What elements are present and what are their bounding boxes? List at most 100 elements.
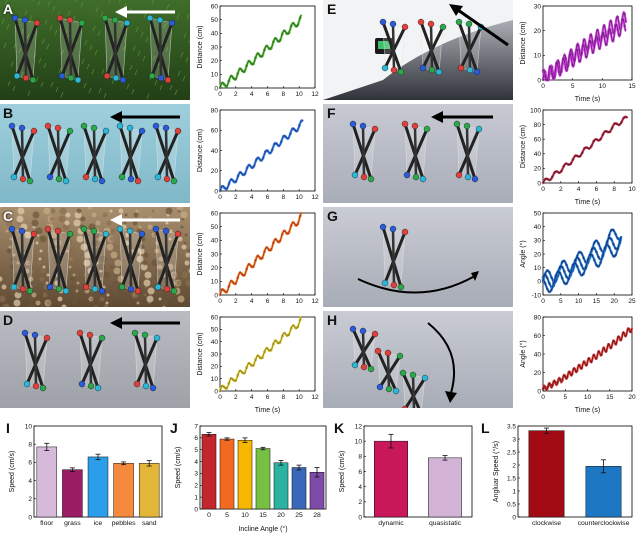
chart-e: 0 5 10 15 0 10 20 30 Distance (cm) Time (s) — [520, 3, 636, 103]
data-point — [587, 45, 590, 49]
data-point — [565, 263, 568, 267]
robot-2 — [44, 122, 74, 185]
photo-background — [323, 207, 513, 307]
data-point — [552, 281, 555, 285]
y-tick-label: 0 — [537, 77, 541, 84]
bar-28 — [309, 471, 325, 510]
data-point — [575, 44, 579, 47]
x-tick-label: clockwise — [532, 520, 561, 527]
y-tick-label: 4 — [194, 459, 198, 466]
data-point — [269, 248, 273, 251]
data-point — [578, 363, 581, 367]
data-point — [585, 363, 588, 367]
data-point — [597, 242, 600, 245]
data-point — [252, 364, 255, 367]
rotation-arrow — [427, 322, 455, 394]
y-tick-label: 20 — [534, 28, 542, 35]
data-point — [615, 122, 619, 126]
data-point — [294, 24, 297, 28]
data-point — [283, 229, 286, 233]
data-point — [602, 346, 605, 350]
data-point — [218, 389, 222, 393]
data-point — [234, 180, 238, 183]
data-point — [254, 56, 257, 59]
data-point — [568, 52, 572, 56]
photo-panel-e — [323, 0, 513, 100]
series-line-core-3 — [542, 236, 622, 293]
data-point — [609, 32, 613, 35]
plot-frame — [542, 212, 633, 296]
data-point — [563, 270, 566, 273]
data-point — [218, 86, 222, 90]
data-point — [559, 70, 563, 73]
photo-panel-b — [0, 104, 190, 203]
y-tick-label: 20 — [211, 364, 219, 371]
x-tick-label: 0 — [541, 186, 545, 193]
x-tick-label: 2 — [234, 194, 238, 201]
panel-label-c: C — [3, 208, 14, 224]
y-tick-label: 0 — [537, 180, 541, 187]
data-point — [550, 276, 553, 279]
data-point — [236, 174, 240, 178]
data-point — [553, 171, 556, 174]
data-point — [292, 21, 295, 25]
data-point — [272, 342, 275, 346]
y-tick-label: 50 — [211, 327, 219, 334]
data-point — [624, 334, 627, 338]
data-point — [225, 187, 229, 191]
data-point — [298, 214, 302, 218]
x-tick-label: 0 — [218, 194, 222, 201]
data-point — [551, 383, 555, 387]
data-point — [247, 59, 251, 63]
y-tick-label: 30 — [534, 3, 542, 10]
x-axis-label: Time (s) — [575, 96, 600, 103]
data-point — [245, 64, 248, 67]
data-point — [225, 387, 228, 390]
robot-2 — [76, 329, 106, 392]
data-point — [543, 273, 547, 277]
bar-quasistatic — [428, 457, 462, 518]
x-tick-label: 0 — [541, 298, 545, 305]
data-point — [624, 115, 628, 119]
bar-20 — [273, 462, 289, 510]
data-point — [612, 254, 615, 258]
y-tick-label: 60 — [211, 210, 219, 217]
data-point — [591, 51, 595, 55]
data-point — [560, 276, 564, 280]
data-point — [555, 61, 558, 65]
motion-arrowhead — [449, 4, 463, 16]
data-point — [220, 81, 224, 85]
data-point — [584, 266, 588, 269]
data-point — [573, 261, 577, 265]
data-point — [256, 52, 260, 55]
data-point — [553, 380, 557, 384]
data-point — [603, 129, 607, 133]
photo-panel-g — [323, 207, 513, 307]
y-tick-label: 2 — [194, 483, 198, 490]
data-point — [300, 119, 303, 123]
data-point — [595, 239, 598, 243]
data-point — [292, 324, 295, 327]
data-point — [288, 132, 292, 136]
data-point — [575, 256, 579, 259]
data-point — [548, 290, 551, 294]
y-tick-label: 7 — [194, 423, 198, 430]
data-point — [590, 247, 594, 251]
y-tick-label: 50 — [534, 210, 542, 217]
bar-ice — [87, 456, 109, 518]
data-point — [541, 78, 545, 82]
data-point — [555, 170, 559, 173]
y-tick-label: 60 — [211, 128, 219, 135]
data-point — [569, 162, 572, 166]
data-point — [565, 375, 569, 379]
photo-a-graphic — [0, 0, 190, 100]
y-tick-label: 0 — [214, 388, 218, 395]
data-point — [279, 140, 283, 144]
plot-frame — [542, 5, 633, 81]
data-point — [599, 247, 602, 251]
data-point — [223, 186, 226, 190]
y-tick-label: 8 — [28, 442, 32, 449]
data-point — [236, 72, 240, 75]
photo-background — [0, 311, 190, 408]
